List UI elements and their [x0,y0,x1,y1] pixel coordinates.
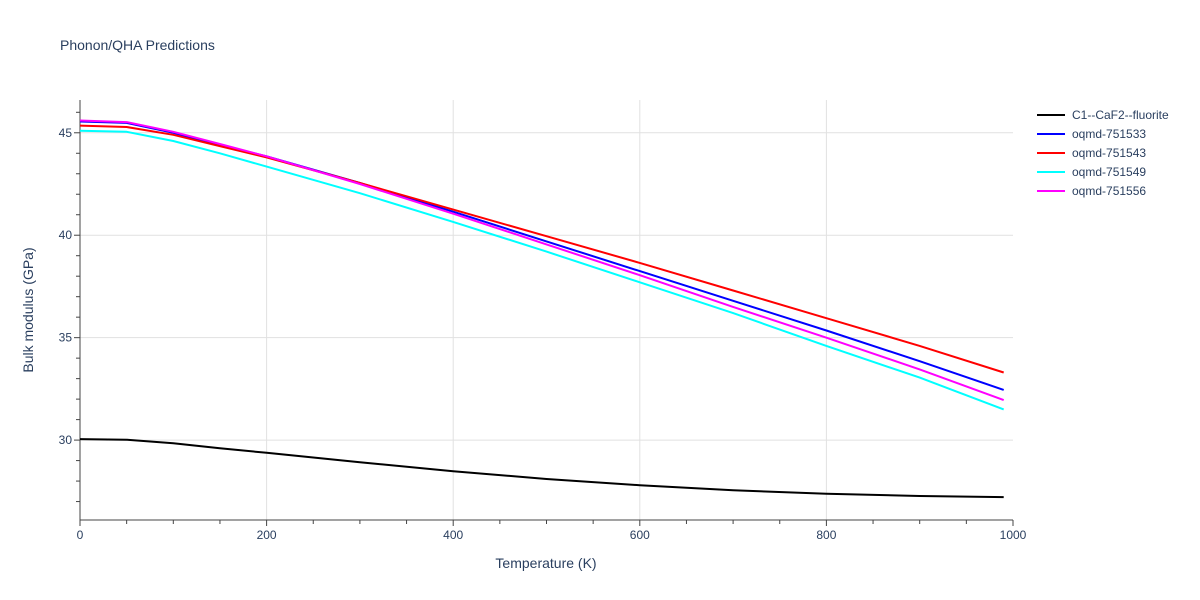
x-tick-label: 1000 [1000,528,1027,542]
legend-label: oqmd-751533 [1072,127,1146,141]
series-line-4[interactable] [79,119,1005,402]
y-tick-label: 30 [59,433,73,447]
series-layer [79,119,1005,499]
legend-item[interactable]: oqmd-751533 [1037,127,1146,141]
x-tick-label: 600 [630,528,650,542]
x-tick-label: 200 [257,528,277,542]
series-line-1[interactable] [79,120,1005,391]
legend-label: oqmd-751543 [1072,146,1146,160]
axes-layer: 0 200 400 600 800 1000 30 35 40 45 [59,100,1027,542]
legend-item[interactable]: oqmd-751543 [1037,146,1146,160]
series-line-0[interactable] [79,438,1004,499]
legend-item[interactable]: oqmd-751556 [1037,184,1146,198]
y-tick-label: 45 [59,126,73,140]
legend-label: C1--CaF2--fluorite [1072,108,1169,122]
x-tick-label: 0 [77,528,84,542]
chart-title: Phonon/QHA Predictions [60,37,215,53]
grid-layer [80,100,1013,520]
x-tick-label: 400 [443,528,463,542]
y-axis-title: Bulk modulus (GPa) [20,247,36,372]
legend-item[interactable]: C1--CaF2--fluorite [1037,108,1169,122]
legend[interactable]: C1--CaF2--fluorite oqmd-751533 oqmd-751543… [1037,108,1169,198]
y-tick-label: 35 [59,331,73,345]
x-tick-label: 800 [816,528,836,542]
legend-item[interactable]: oqmd-751549 [1037,165,1146,179]
legend-label: oqmd-751556 [1072,184,1146,198]
y-tick-label: 40 [59,228,73,242]
series-line-3[interactable] [79,129,1005,411]
x-axis-title: Temperature (K) [495,555,596,571]
legend-label: oqmd-751549 [1072,165,1146,179]
series-line-2[interactable] [79,124,1005,374]
